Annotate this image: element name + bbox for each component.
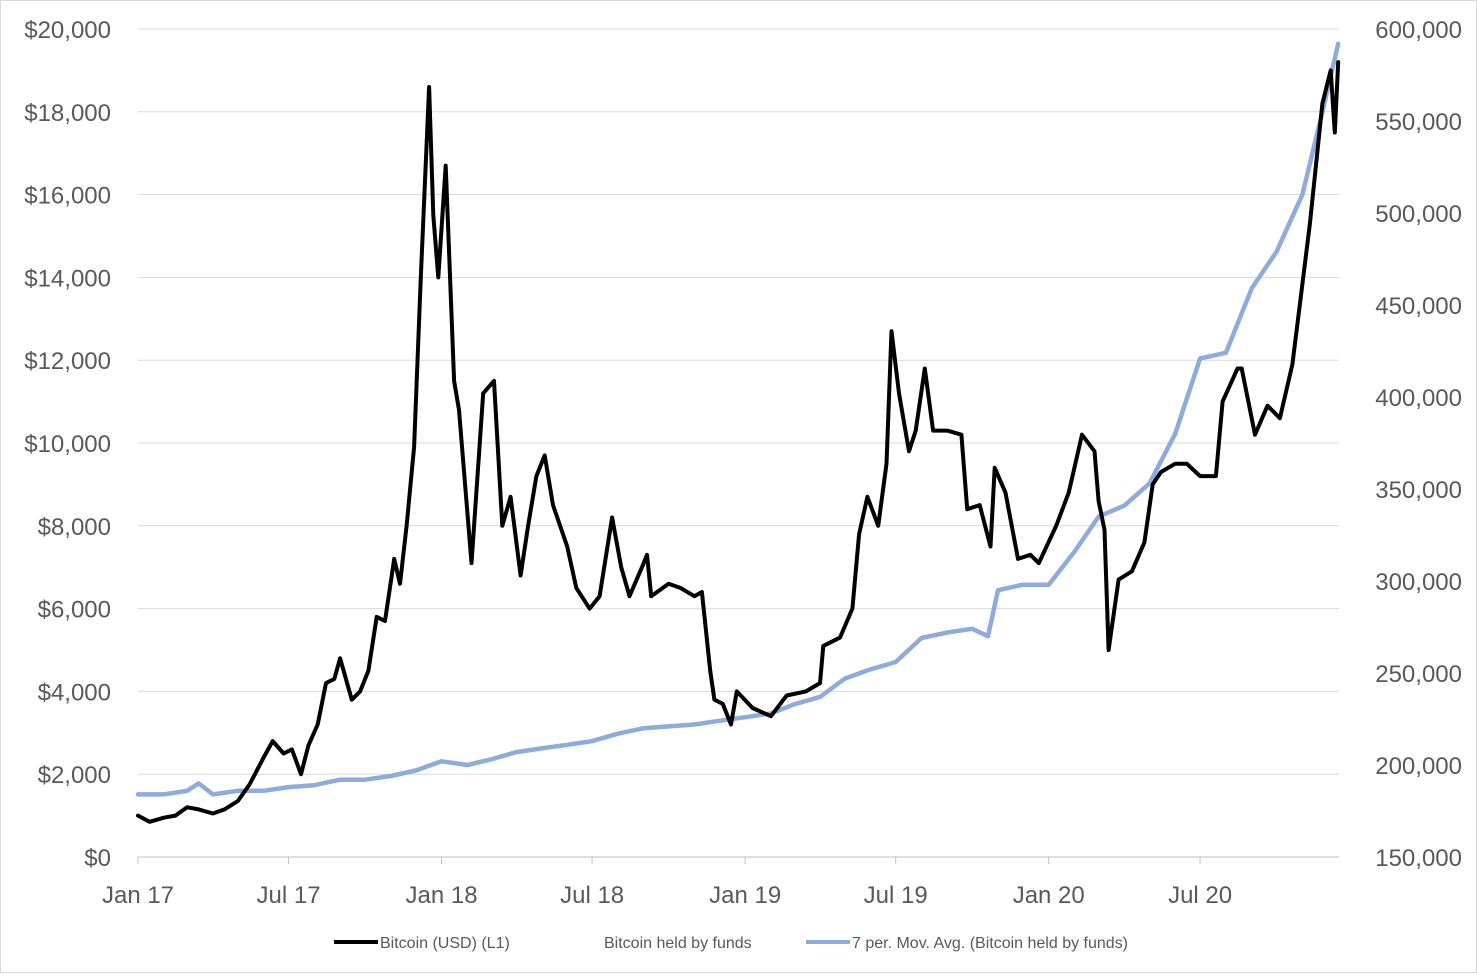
x-tick-label: Jan 17 (102, 882, 174, 909)
legend: Bitcoin (USD) (L1) Bitcoin held by funds… (334, 935, 1128, 952)
series-line-bitcoin-usd (136, 60, 1341, 824)
y-right-tick-label: 600,000 (1375, 17, 1462, 44)
y-right-tick-label: 450,000 (1375, 293, 1462, 320)
y-right-tick-label: 350,000 (1375, 477, 1462, 504)
legend-label-bitcoin-held-by-funds: Bitcoin held by funds (604, 935, 752, 952)
y-left-tick-label: $12,000 (24, 348, 111, 375)
y-left-tick-label: $4,000 (38, 679, 111, 706)
y-right-tick-label: 400,000 (1375, 385, 1462, 412)
x-tick-label: Jan 18 (406, 882, 478, 909)
y-axis-right: 150,000 200,000 250,000 300,000 350,000 400,0… (1375, 17, 1462, 872)
x-tick-label: Jul 17 (257, 882, 321, 909)
plot-area (135, 41, 1341, 824)
x-tick-label: Jan 20 (1013, 882, 1085, 909)
y-left-tick-label: $14,000 (24, 265, 111, 292)
x-tick-label: Jan 19 (709, 882, 781, 909)
y-axis-left: $0 $2,000 $4,000 $6,000 $8,000 $10,000 $12,000… (24, 17, 111, 872)
x-tick-label: Jul 20 (1168, 882, 1232, 909)
y-right-tick-label: 250,000 (1375, 661, 1462, 688)
series-line-moving-average (135, 41, 1341, 797)
y-right-tick-label: 300,000 (1375, 569, 1462, 596)
legend-label-bitcoin-usd: Bitcoin (USD) (L1) (380, 935, 510, 952)
y-left-tick-label: $20,000 (24, 17, 111, 44)
y-left-tick-label: $18,000 (24, 100, 111, 127)
gridlines (138, 28, 1339, 775)
y-right-tick-label: 500,000 (1375, 201, 1462, 228)
legend-label-moving-average: 7 per. Mov. Avg. (Bitcoin held by funds) (852, 935, 1128, 952)
x-axis: Jan 17 Jul 17 Jan 18 Jul 18 Jan 19 Jul 19 Jan … (102, 856, 1339, 909)
y-left-tick-label: $10,000 (24, 431, 111, 458)
y-left-tick-label: $6,000 (38, 597, 111, 624)
y-right-tick-label: 200,000 (1375, 753, 1462, 780)
y-left-tick-label: $0 (84, 845, 111, 872)
x-tick-label: Jul 19 (864, 882, 928, 909)
y-left-tick-label: $16,000 (24, 183, 111, 210)
x-tick-label: Jul 18 (560, 882, 624, 909)
y-left-tick-label: $8,000 (38, 514, 111, 541)
y-right-tick-label: 550,000 (1375, 109, 1462, 136)
y-right-tick-label: 150,000 (1375, 845, 1462, 872)
y-left-tick-label: $2,000 (38, 762, 111, 789)
